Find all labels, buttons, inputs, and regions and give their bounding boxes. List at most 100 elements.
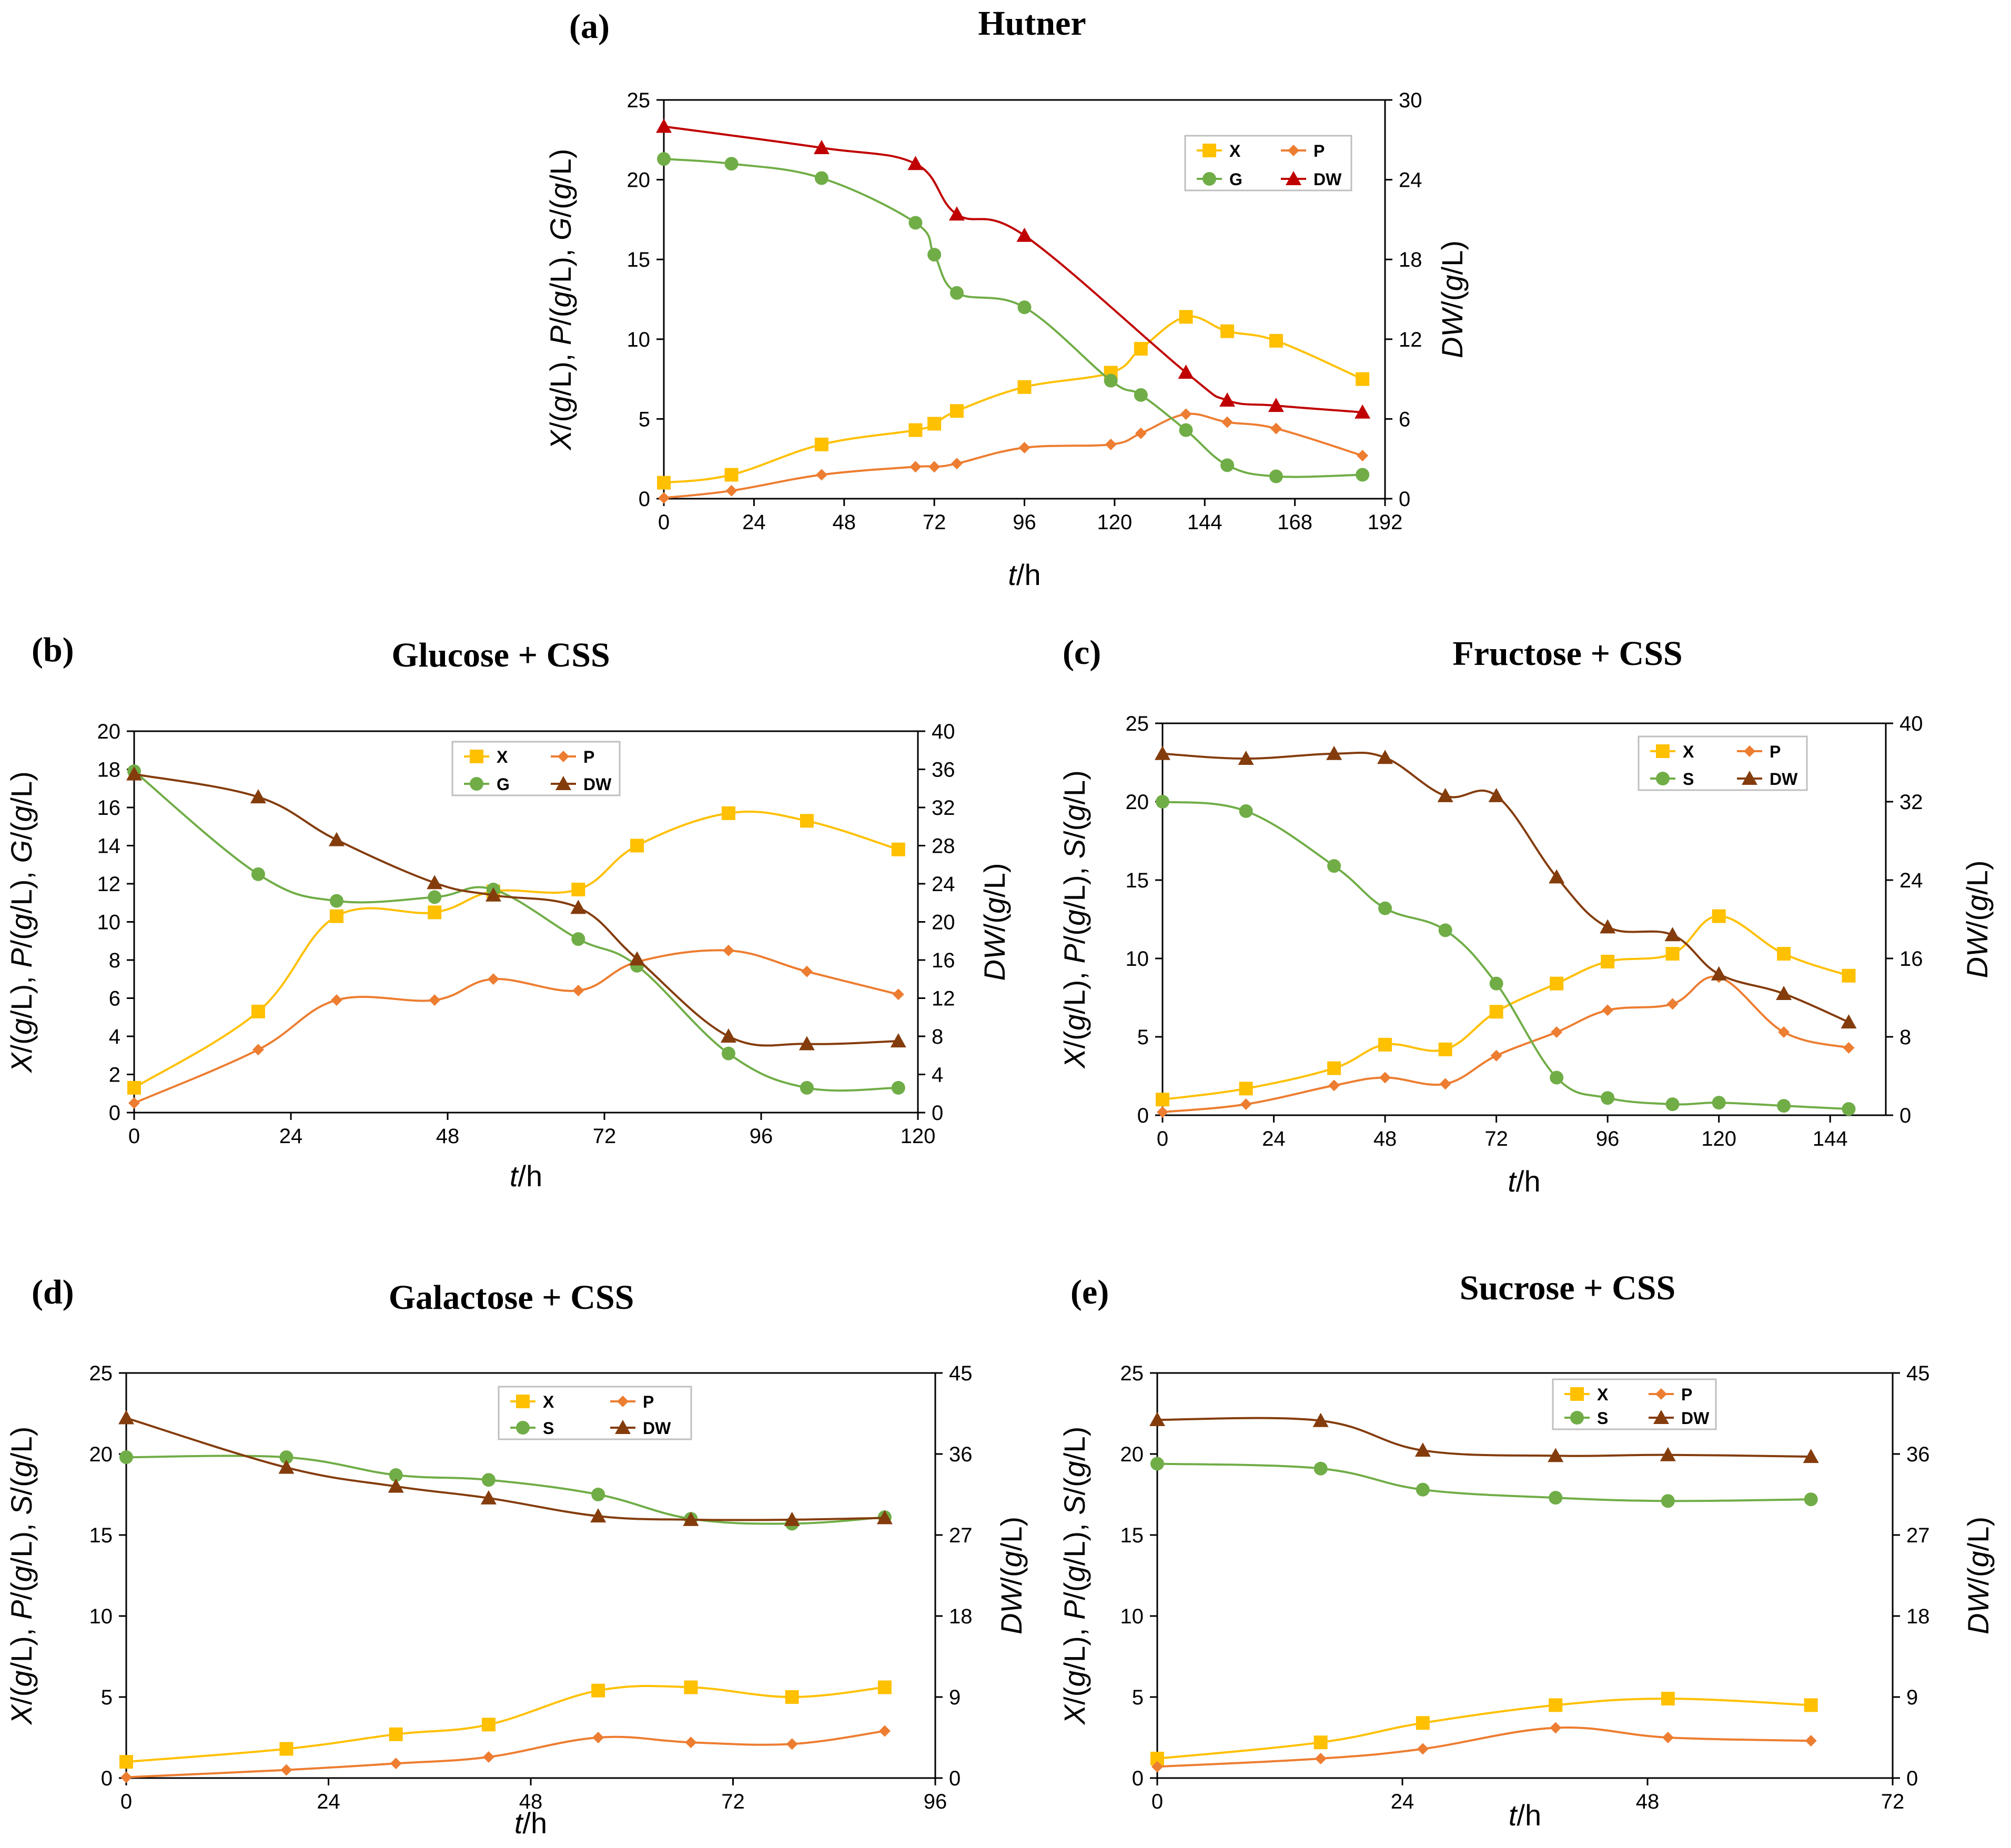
data-point-P (1602, 1004, 1614, 1016)
legend-item-DW: DW (1649, 1409, 1710, 1428)
data-point-X (908, 423, 923, 437)
data-point-S (1438, 923, 1452, 937)
data-point-P (1151, 1761, 1163, 1773)
data-point-DW (876, 1510, 893, 1524)
x-tick-label: 24 (279, 1125, 303, 1148)
legend-marker-G (1202, 172, 1216, 186)
data-point-X (1327, 1061, 1341, 1075)
y2-tick-label: 40 (1899, 712, 1923, 735)
legend-marker-DW (1286, 171, 1301, 185)
data-point-P (592, 1732, 604, 1743)
y2-tick-label: 16 (1899, 947, 1923, 971)
data-point-G (1104, 373, 1118, 388)
legend-item-S: S (1564, 1409, 1608, 1428)
data-point-X (785, 1690, 799, 1704)
series-line-X (1157, 1698, 1811, 1760)
series-line-P (663, 412, 1363, 499)
y2-tick-label: 0 (1899, 1104, 1911, 1127)
x-axis-label: t/h (510, 1159, 542, 1193)
legend-marker-DW (1653, 1410, 1669, 1424)
data-point-P (1843, 1042, 1855, 1054)
data-point-P (1550, 1722, 1562, 1734)
legend-marker-DW (615, 1420, 631, 1434)
data-point-X (684, 1680, 698, 1694)
y-tick-label: 14 (97, 835, 121, 858)
legend-label: S (1683, 770, 1694, 789)
x-tick-label: 120 (1701, 1127, 1736, 1150)
legend-label: P (1770, 742, 1781, 761)
legend-marker-P (617, 1396, 629, 1407)
data-point-P (482, 1751, 494, 1763)
data-point-S (389, 1468, 403, 1482)
legend-marker-X (516, 1395, 530, 1408)
series-line-X (1162, 915, 1850, 1101)
data-point-X (251, 1004, 265, 1018)
y2-tick-label: 18 (949, 1605, 973, 1628)
data-point-P (252, 1044, 264, 1056)
data-point-P (928, 461, 941, 473)
data-point-G (1179, 423, 1193, 437)
data-point-DW (250, 789, 266, 804)
y2-tick-label: 18 (1906, 1605, 1930, 1628)
data-point-P (487, 973, 499, 985)
legend-item-X: X (1197, 142, 1241, 160)
data-point-DW (1841, 1014, 1857, 1029)
plot-frame (1161, 722, 1887, 1116)
data-point-S (1549, 1491, 1563, 1505)
data-point-X (891, 842, 905, 856)
data-point-P (1662, 1732, 1674, 1743)
series-DW (1149, 1411, 1819, 1463)
y2-tick-label: 8 (932, 1025, 943, 1048)
legend-marker-P (558, 751, 569, 762)
data-point-DW (784, 1511, 800, 1526)
data-point-X (1665, 947, 1680, 961)
y-tick-label: 5 (1132, 1686, 1144, 1709)
y-tick-label: 10 (97, 911, 121, 934)
data-point-X (571, 882, 585, 896)
data-point-P (786, 1738, 798, 1750)
data-point-DW (1016, 227, 1033, 242)
x-tick-label: 0 (658, 511, 670, 534)
data-point-S (1239, 804, 1253, 818)
data-point-DW (1664, 927, 1681, 942)
series-DW (656, 118, 1371, 419)
legend-marker-X (1202, 144, 1216, 157)
data-point-S (1378, 901, 1392, 915)
series-line-S (1162, 801, 1849, 1110)
legend-label: P (1313, 142, 1325, 160)
series-X (657, 310, 1370, 490)
y-tick-label: 20 (1126, 791, 1149, 814)
data-point-G (891, 1080, 905, 1095)
x-tick-label: 72 (1881, 1790, 1905, 1813)
data-point-DW (1488, 787, 1504, 802)
data-point-S (1661, 1494, 1675, 1508)
x-tick-label: 72 (593, 1125, 617, 1148)
data-point-P (1018, 441, 1030, 453)
series-line-S (1157, 1462, 1811, 1502)
y-tick-label: 10 (1120, 1605, 1144, 1628)
panel-label: (c) (1063, 633, 1101, 672)
y2-tick-label: 24 (1899, 869, 1923, 892)
y2-tick-label: 12 (932, 987, 955, 1011)
data-point-X (800, 814, 814, 828)
legend-label: DW (643, 1419, 671, 1438)
x-tick-label: 48 (436, 1125, 460, 1148)
legend-item-DW: DW (551, 775, 612, 794)
data-point-X (814, 437, 828, 451)
legend-item-P: P (551, 748, 594, 766)
panel-label: (d) (32, 1273, 74, 1311)
data-point-X (1134, 341, 1148, 356)
y-tick-label: 5 (1137, 1026, 1149, 1049)
y2-tick-label: 18 (1399, 248, 1422, 271)
y-axis-label: X/(g/L), P/(g/L), S/(g/L) (1058, 770, 1091, 1069)
data-point-DW (1268, 398, 1284, 412)
data-point-DW (480, 1490, 497, 1504)
y-tick-label: 0 (109, 1102, 120, 1125)
x-tick-label: 120 (1097, 511, 1133, 534)
panel-label: (a) (569, 7, 610, 46)
data-point-G (571, 932, 585, 946)
series-line-G (663, 158, 1363, 478)
data-point-X (1313, 1735, 1328, 1750)
data-point-DW (118, 1410, 134, 1425)
